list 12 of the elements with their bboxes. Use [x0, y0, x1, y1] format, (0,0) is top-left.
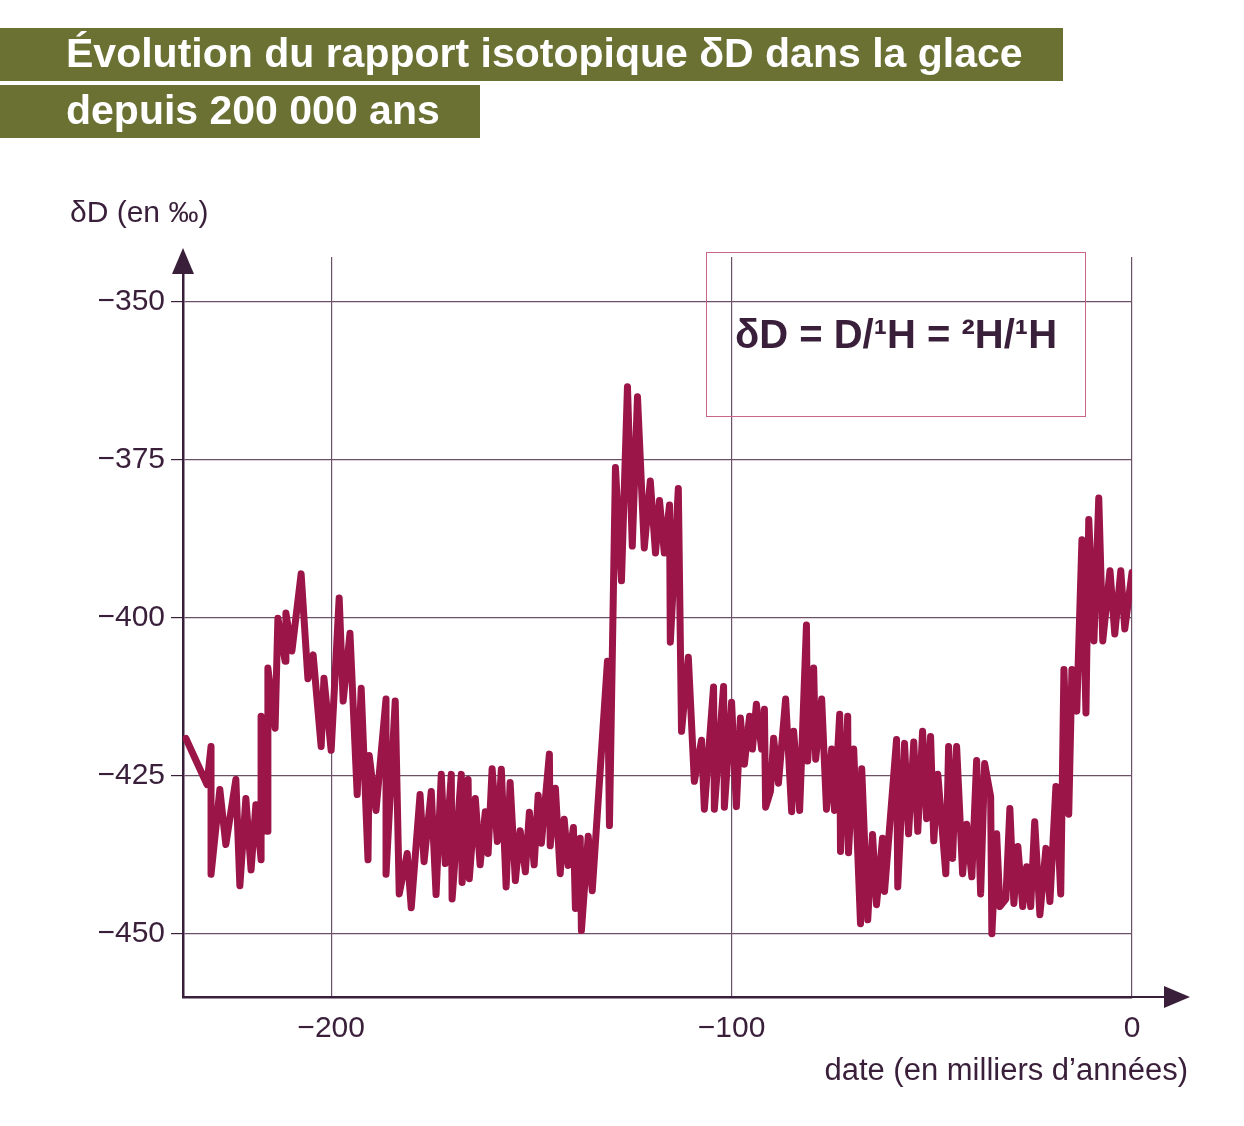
x-tick-label: −200	[297, 1010, 365, 1044]
y-tick-label: −425	[97, 756, 165, 790]
y-tick-label: −350	[97, 282, 165, 316]
annotation: δD = D/¹H = ²H/¹H	[706, 252, 1086, 417]
x-tick-label: −100	[697, 1010, 766, 1044]
y-tick-label: −375	[97, 440, 165, 474]
chart-title: Évolution du rapport isotopique δD dans la glace depuis 200 000 ans	[65, 29, 1024, 135]
y-axis-title: δD (en ‰)	[70, 195, 209, 229]
y-tick-label: −400	[97, 598, 165, 632]
x-tick-label: 0	[1123, 1010, 1141, 1044]
x-axis-title: date (en milliers d’années)	[824, 1052, 1188, 1088]
y-tick-label: −450	[97, 915, 165, 949]
